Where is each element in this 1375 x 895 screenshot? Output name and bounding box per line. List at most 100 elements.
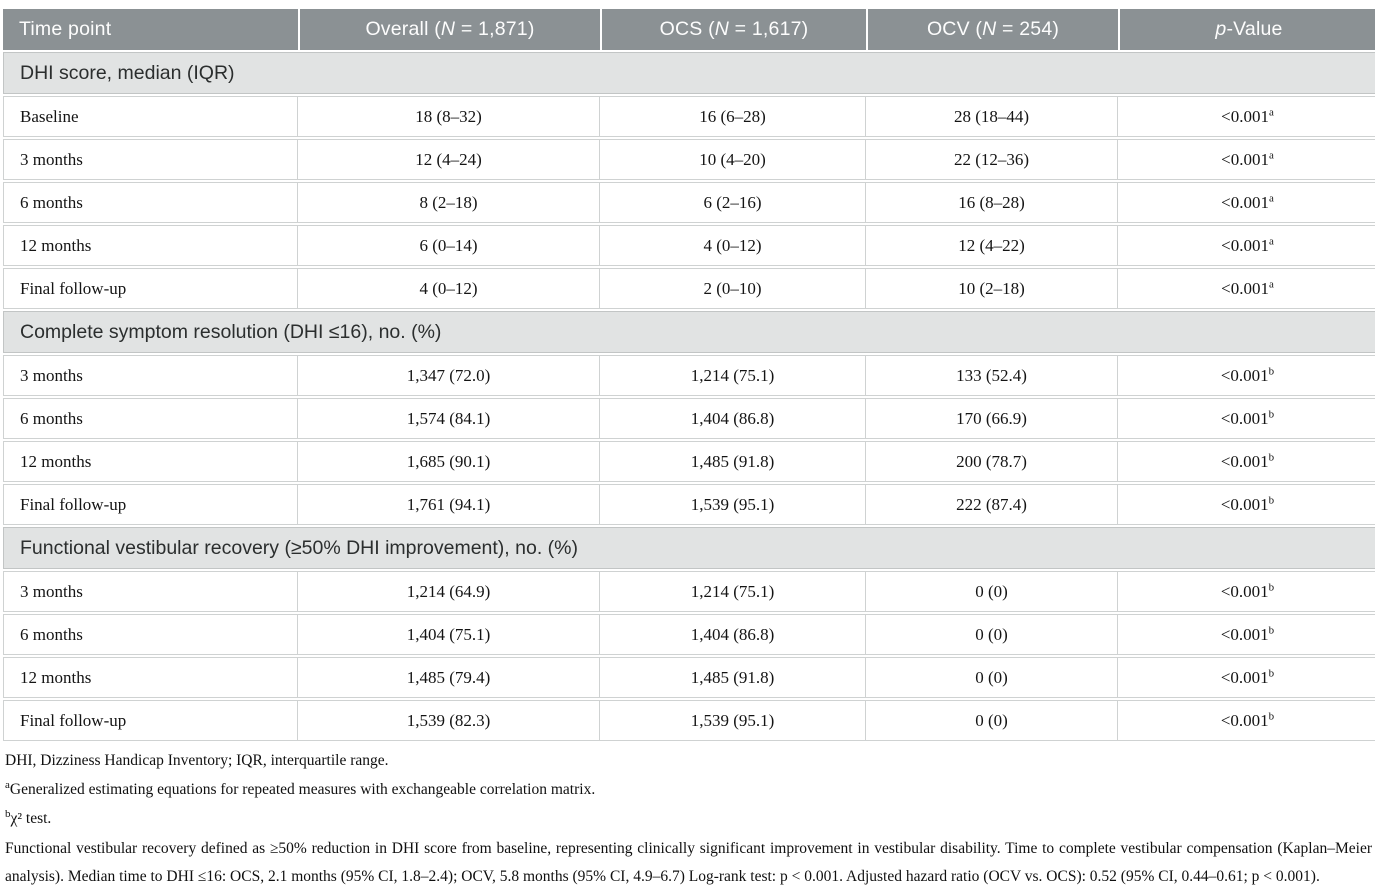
footnote-marker: b: [1268, 364, 1275, 377]
p-value-cell: <0.001b: [1118, 614, 1375, 655]
overall-value-cell: 18 (8–32): [298, 96, 600, 137]
ocs-value-cell: 1,404 (86.8): [600, 614, 866, 655]
time-point-cell: Final follow-up: [3, 484, 298, 525]
ocv-value-cell: 200 (78.7): [866, 441, 1118, 482]
ocv-value-cell: 133 (52.4): [866, 355, 1118, 396]
overall-value-cell: 12 (4–24): [298, 139, 600, 180]
time-point-cell: Final follow-up: [3, 268, 298, 309]
time-point-cell: 12 months: [3, 657, 298, 698]
results-table: Time point Overall (N = 1,871) OCS (N = …: [3, 7, 1375, 743]
ocs-value-cell: 2 (0–10): [600, 268, 866, 309]
overall-value-cell: 6 (0–14): [298, 225, 600, 266]
time-point-cell: 3 months: [3, 355, 298, 396]
overall-value-cell: 8 (2–18): [298, 182, 600, 223]
overall-value-cell: 1,485 (79.4): [298, 657, 600, 698]
section-row: DHI score, median (IQR): [3, 52, 1375, 94]
p-value-cell: <0.001b: [1118, 398, 1375, 439]
ocs-value-cell: 1,539 (95.1): [600, 700, 866, 741]
footnote-marker: a: [1268, 234, 1274, 247]
ocs-value-cell: 1,214 (75.1): [600, 571, 866, 612]
footnote-line: aGeneralized estimating equations for re…: [5, 778, 596, 798]
ocs-value-cell: 1,214 (75.1): [600, 355, 866, 396]
time-point-cell: 3 months: [3, 571, 298, 612]
p-value-cell: <0.001a: [1118, 139, 1375, 180]
column-header-overall: Overall (N = 1,871): [298, 9, 600, 50]
overall-value-cell: 1,574 (84.1): [298, 398, 600, 439]
time-point-cell: 6 months: [3, 614, 298, 655]
ocv-value-cell: 170 (66.9): [866, 398, 1118, 439]
section-row: Complete symptom resolution (DHI ≤16), n…: [3, 311, 1375, 353]
ocv-value-cell: 12 (4–22): [866, 225, 1118, 266]
footnote-marker: b: [1268, 580, 1275, 593]
table-row: 6 months 1,404 (75.1) 1,404 (86.8) 0 (0) <0.…: [3, 614, 1375, 655]
footnote-marker: b: [5, 807, 11, 820]
footnote-marker: b: [1268, 493, 1275, 506]
p-value-cell: <0.001a: [1118, 96, 1375, 137]
table-row: 3 months 1,214 (64.9) 1,214 (75.1) 0 (0) <0.…: [3, 571, 1375, 612]
overall-value-cell: 1,347 (72.0): [298, 355, 600, 396]
footnote-marker: a: [1268, 105, 1274, 118]
section-row: Functional vestibular recovery (≥50% DHI…: [3, 527, 1375, 569]
ocv-value-cell: 10 (2–18): [866, 268, 1118, 309]
footnote-marker: b: [1268, 407, 1275, 420]
ocs-value-cell: 6 (2–16): [600, 182, 866, 223]
footnote-line: Functional vestibular recovery defined a…: [5, 840, 1372, 885]
p-value-cell: <0.001a: [1118, 182, 1375, 223]
time-point-cell: Final follow-up: [3, 700, 298, 741]
table-row: Baseline 18 (8–32) 16 (6–28) 28 (18–44) <0.0…: [3, 96, 1375, 137]
footnote-line: DHI, Dizziness Handicap Inventory; IQR, …: [5, 752, 389, 769]
section-title: Complete symptom resolution (DHI ≤16), n…: [3, 311, 1375, 353]
table-row: 12 months 1,685 (90.1) 1,485 (91.8) 200 (78…: [3, 441, 1375, 482]
ocv-value-cell: 0 (0): [866, 571, 1118, 612]
overall-value-cell: 1,404 (75.1): [298, 614, 600, 655]
footnote-marker: a: [1268, 191, 1274, 204]
p-value-cell: <0.001a: [1118, 225, 1375, 266]
ocs-value-cell: 10 (4–20): [600, 139, 866, 180]
table-row: Final follow-up 1,539 (82.3) 1,539 (95.1) 0…: [3, 700, 1375, 741]
p-value-cell: <0.001a: [1118, 268, 1375, 309]
header-row: Time point Overall (N = 1,871) OCS (N = …: [3, 9, 1375, 50]
p-value-cell: <0.001b: [1118, 484, 1375, 525]
ocs-value-cell: 16 (6–28): [600, 96, 866, 137]
ocs-value-cell: 1,485 (91.8): [600, 441, 866, 482]
p-value-cell: <0.001b: [1118, 441, 1375, 482]
p-value-cell: <0.001b: [1118, 355, 1375, 396]
ocv-value-cell: 0 (0): [866, 657, 1118, 698]
p-value-cell: <0.001b: [1118, 700, 1375, 741]
footnote-marker: a: [1268, 148, 1274, 161]
footnote-marker: b: [1268, 450, 1275, 463]
overall-value-cell: 1,214 (64.9): [298, 571, 600, 612]
time-point-cell: 12 months: [3, 441, 298, 482]
overall-value-cell: 1,685 (90.1): [298, 441, 600, 482]
ocv-value-cell: 0 (0): [866, 700, 1118, 741]
column-header-p-value: p-Value: [1118, 9, 1375, 50]
footnote-marker: a: [1268, 277, 1274, 290]
ocv-value-cell: 0 (0): [866, 614, 1118, 655]
ocs-value-cell: 1,539 (95.1): [600, 484, 866, 525]
table-row: 3 months 1,347 (72.0) 1,214 (75.1) 133 (52.…: [3, 355, 1375, 396]
section-title: Functional vestibular recovery (≥50% DHI…: [3, 527, 1375, 569]
section-title: DHI score, median (IQR): [3, 52, 1375, 94]
column-header-ocv: OCV (N = 254): [866, 9, 1118, 50]
ocv-value-cell: 16 (8–28): [866, 182, 1118, 223]
p-value-cell: <0.001b: [1118, 571, 1375, 612]
footnote-line: bχ² test.: [5, 807, 52, 827]
ocv-value-cell: 28 (18–44): [866, 96, 1118, 137]
overall-value-cell: 1,761 (94.1): [298, 484, 600, 525]
footnote-marker: a: [5, 778, 10, 791]
footnotes: DHI, Dizziness Handicap Inventory; IQR, …: [3, 743, 1373, 891]
ocv-value-cell: 22 (12–36): [866, 139, 1118, 180]
table-row: Final follow-up 1,761 (94.1) 1,539 (95.1) 2…: [3, 484, 1375, 525]
time-point-cell: 6 months: [3, 182, 298, 223]
footnote-marker: b: [1268, 666, 1275, 679]
column-header-label: Time point: [19, 18, 112, 40]
table-body: DHI score, median (IQR) Baseline 18 (8–32)…: [3, 52, 1375, 741]
footnote-marker: b: [1268, 623, 1275, 636]
time-point-cell: 6 months: [3, 398, 298, 439]
table-row: 6 months 1,574 (84.1) 1,404 (86.8) 170 (66.…: [3, 398, 1375, 439]
ocv-value-cell: 222 (87.4): [866, 484, 1118, 525]
time-point-cell: 3 months: [3, 139, 298, 180]
table-row: 6 months 8 (2–18) 6 (2–16) 16 (8–28) <0.001a: [3, 182, 1375, 223]
ocs-value-cell: 4 (0–12): [600, 225, 866, 266]
